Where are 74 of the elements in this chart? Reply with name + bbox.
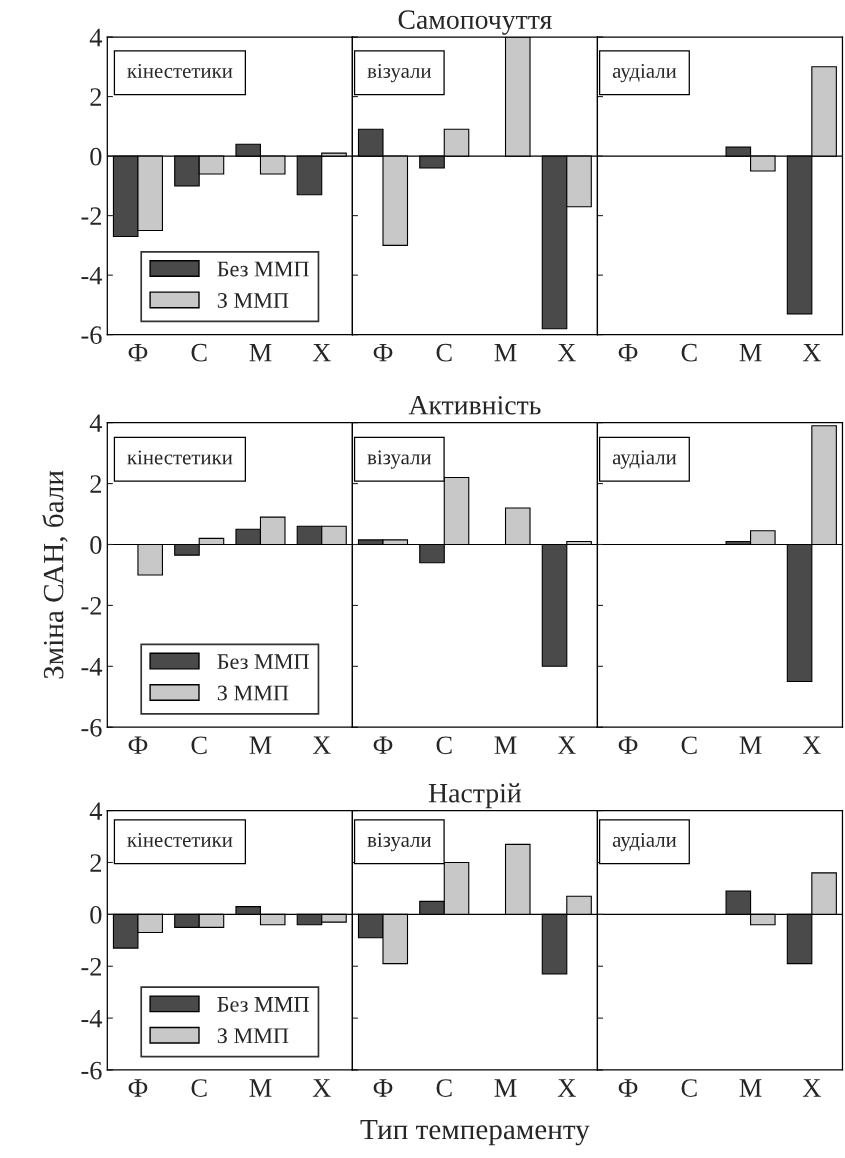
x-tick-label: Ф — [373, 1079, 393, 1097]
annotation: візуали — [367, 832, 432, 852]
x-tick-label: М — [494, 736, 517, 754]
x-tick-label: С — [191, 736, 207, 755]
y-tick-label: -6 — [81, 718, 102, 737]
x-tick-label: Х — [802, 1079, 821, 1097]
annotation: аудіали — [612, 450, 677, 469]
x-tick-label: С — [681, 343, 697, 362]
x-tick-label: Х — [312, 736, 331, 754]
x-tick-label: М — [249, 736, 272, 754]
y-tick-label: -4 — [81, 1009, 103, 1028]
chart-title: Активність — [408, 395, 541, 415]
x-tick-label: С — [681, 1079, 697, 1097]
y-tick-label: 2 — [90, 88, 101, 106]
annotation: візуали — [367, 63, 432, 83]
y-axis-title: Зміна САН, бали — [42, 470, 68, 679]
y-tick-label: 2 — [90, 854, 101, 872]
x-tick-label: С — [436, 343, 452, 362]
y-tick-label: -4 — [81, 658, 103, 676]
y-tick-label: 0 — [90, 147, 102, 166]
x-tick-label: Ф — [373, 344, 393, 362]
x-tick-label: Х — [802, 344, 821, 362]
x-tick-label: Ф — [128, 344, 148, 362]
y-tick-label: -4 — [81, 266, 103, 285]
x-tick-label: М — [249, 1079, 272, 1097]
x-tick-label: С — [191, 1079, 207, 1097]
x-tick-label: Х — [312, 1079, 331, 1097]
annotation: аудіали — [612, 63, 677, 83]
legend-label: Без ММП — [217, 997, 309, 1012]
x-tick-label: Ф — [618, 736, 638, 754]
annotation: аудіали — [612, 832, 677, 852]
y-tick-label: 4 — [89, 28, 103, 47]
y-tick-label: -2 — [81, 597, 101, 615]
x-tick-label: Ф — [618, 344, 638, 362]
x-tick-label: Х — [557, 736, 576, 754]
y-tick-label: -2 — [81, 207, 101, 225]
x-tick-label: Х — [802, 736, 821, 754]
legend-label: Без ММП — [217, 654, 309, 670]
y-tick-label: 2 — [90, 475, 101, 493]
x-axis-title: Тип темпераменту — [360, 1119, 590, 1146]
annotation: візуали — [367, 450, 432, 469]
annotation: кінестетики — [127, 63, 233, 78]
x-tick-label: М — [739, 736, 762, 754]
x-tick-label: С — [681, 736, 697, 755]
legend-label: З ММП — [217, 292, 289, 308]
x-tick-label: М — [494, 344, 517, 362]
x-tick-label: Х — [557, 344, 576, 362]
x-tick-label: М — [739, 344, 762, 362]
x-tick-label: Х — [557, 1079, 576, 1097]
x-tick-label: Ф — [618, 1079, 638, 1097]
annotation: кінестетики — [127, 450, 233, 465]
x-tick-label: Ф — [373, 736, 393, 754]
x-tick-label: Х — [312, 344, 331, 362]
y-tick-label: 0 — [90, 905, 102, 924]
x-tick-label: М — [739, 1079, 762, 1097]
x-tick-label: Ф — [128, 736, 148, 754]
chart-title: Настрій — [428, 783, 522, 809]
annotation: кінестетики — [127, 832, 233, 847]
x-tick-label: Ф — [128, 1079, 148, 1097]
chart-title: Самопочуття — [398, 10, 552, 35]
legend-label: Без ММП — [217, 261, 309, 277]
x-tick-label: С — [191, 343, 207, 362]
x-tick-label: С — [436, 736, 452, 755]
y-tick-label: -6 — [81, 1061, 102, 1080]
legend-label: З ММП — [217, 685, 289, 701]
y-tick-label: -2 — [81, 957, 101, 976]
y-tick-label: 0 — [90, 536, 102, 554]
y-tick-label: 4 — [89, 414, 103, 432]
x-tick-label: М — [494, 1079, 517, 1097]
y-tick-label: 4 — [89, 802, 103, 820]
x-tick-label: С — [436, 1079, 452, 1097]
legend-label: З ММП — [217, 1028, 289, 1044]
x-tick-label: М — [249, 344, 272, 362]
y-tick-label: -6 — [81, 326, 102, 345]
